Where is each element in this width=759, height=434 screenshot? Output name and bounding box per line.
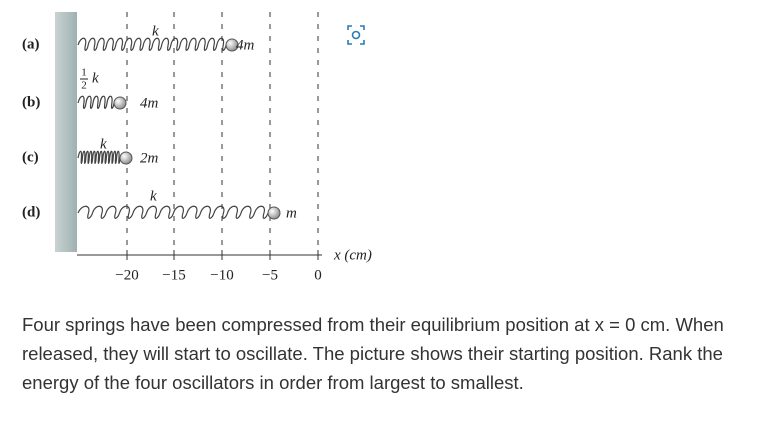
spring xyxy=(77,37,227,51)
tick-label: −15 xyxy=(162,267,185,283)
row-label: (a) xyxy=(22,36,40,52)
axis-label: x (cm) xyxy=(333,247,372,263)
mass-ball xyxy=(113,96,127,110)
mass-label: 4m xyxy=(140,95,159,111)
dashed-lines xyxy=(126,12,319,250)
spring-constant: k xyxy=(152,23,159,39)
row-label: (c) xyxy=(22,149,39,165)
spring xyxy=(77,150,121,164)
spring-constant: k xyxy=(100,136,107,152)
spring-constant: k xyxy=(92,70,99,86)
tick-label: −20 xyxy=(115,267,138,283)
wall xyxy=(55,12,77,252)
row-label: (d) xyxy=(22,204,40,220)
spring xyxy=(77,95,115,109)
tick-label: −5 xyxy=(262,267,278,283)
mass-ball xyxy=(119,151,133,165)
fraction-numerator: 1 xyxy=(81,67,87,79)
mass-ball xyxy=(225,38,239,52)
spring-constant: k xyxy=(150,188,157,204)
mass-label: 2m xyxy=(140,150,159,166)
fraction-denominator: 2 xyxy=(81,80,87,92)
mass-ball xyxy=(267,206,281,220)
spring xyxy=(77,205,269,219)
question-text: Four springs have been compressed from t… xyxy=(22,314,724,393)
mass-label: 4m xyxy=(236,37,255,53)
camera-icon xyxy=(347,25,365,45)
row-label: (b) xyxy=(22,94,40,110)
tick-label: −10 xyxy=(210,267,233,283)
mass-label: m xyxy=(286,205,297,221)
tick-label: 0 xyxy=(314,267,322,283)
